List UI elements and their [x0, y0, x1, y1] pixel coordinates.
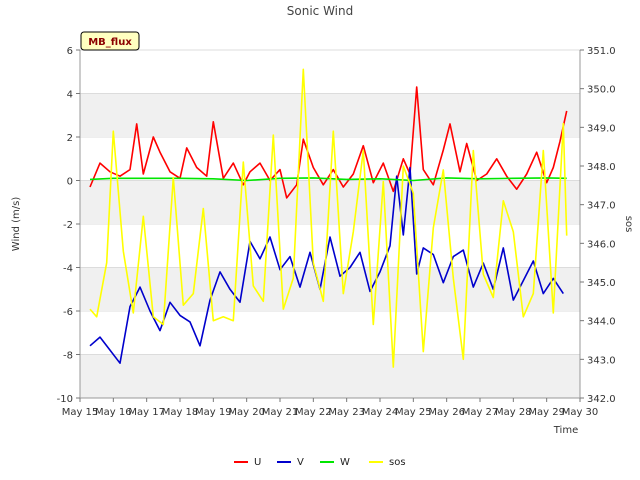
mb-flux-badge-label: MB_flux [88, 37, 132, 48]
x-tick-label: May 22 [295, 407, 332, 418]
x-tick-label: May 20 [228, 407, 265, 418]
y-tick-label: 6 [67, 46, 73, 57]
x-tick-label: May 23 [328, 407, 365, 418]
y-tick-label: -2 [63, 220, 73, 231]
y2-tick-label: 346.0 [587, 239, 616, 250]
legend-label-u: U [254, 457, 261, 468]
grid-band [80, 354, 580, 398]
y-axis-title: Wind (m/s) [11, 197, 22, 252]
x-axis-title: Time [553, 425, 578, 436]
grid-band [80, 267, 580, 311]
y2-tick-label: 351.0 [587, 46, 616, 57]
y-tick-label: 2 [67, 133, 73, 144]
y-tick-label: -6 [63, 307, 73, 318]
x-tick-label: May 25 [395, 407, 432, 418]
x-tick-label: May 26 [428, 407, 465, 418]
x-tick-label: May 21 [262, 407, 299, 418]
x-tick-label: May 30 [562, 407, 599, 418]
x-tick-label: May 28 [495, 407, 532, 418]
y-tick-label: 0 [67, 177, 73, 188]
y2-tick-label: 343.0 [587, 355, 616, 366]
x-tick-label: May 24 [362, 407, 399, 418]
legend-label-w: W [340, 457, 350, 468]
x-tick-label: May 15 [62, 407, 99, 418]
plot-background-bands [80, 49, 580, 398]
x-tick-label: May 19 [195, 407, 232, 418]
legend-label-sos: sos [389, 457, 406, 468]
legend-label-v: V [297, 457, 304, 468]
series-layer [89, 68, 568, 368]
y-tick-label: 4 [67, 90, 73, 101]
y-tick-label: -8 [63, 351, 73, 362]
x-tick-label: May 29 [528, 407, 565, 418]
y2-tick-label: 342.0 [587, 394, 616, 405]
grid-band [80, 93, 580, 137]
y2-tick-label: 350.0 [587, 85, 616, 96]
y2-axis-title: sos [623, 216, 634, 233]
y2-tick-label: 344.0 [587, 317, 616, 328]
y-tick-label: -4 [63, 264, 73, 275]
series-line-sos [89, 68, 568, 368]
y2-tick-label: 349.0 [587, 123, 616, 134]
chart-title: Sonic Wind [287, 4, 353, 18]
x-tick-label: May 27 [462, 407, 499, 418]
x-tick-label: May 18 [162, 407, 199, 418]
mb-flux-badge: MB_flux [80, 31, 140, 51]
series-line-v [89, 166, 564, 365]
y2-tick-label: 347.0 [587, 201, 616, 212]
x-tick-label: May 16 [95, 407, 132, 418]
series-line-u [89, 86, 568, 199]
y2-tick-label: 345.0 [587, 278, 616, 289]
axes-layer: -10 -8 -6 -4 -2 0 2 4 6 342.0 343.0 344.0 345.0 346.0… [57, 46, 616, 418]
y2-tick-label: 348.0 [587, 162, 616, 173]
y-tick-label: -10 [57, 394, 73, 405]
x-tick-label: May 17 [128, 407, 165, 418]
